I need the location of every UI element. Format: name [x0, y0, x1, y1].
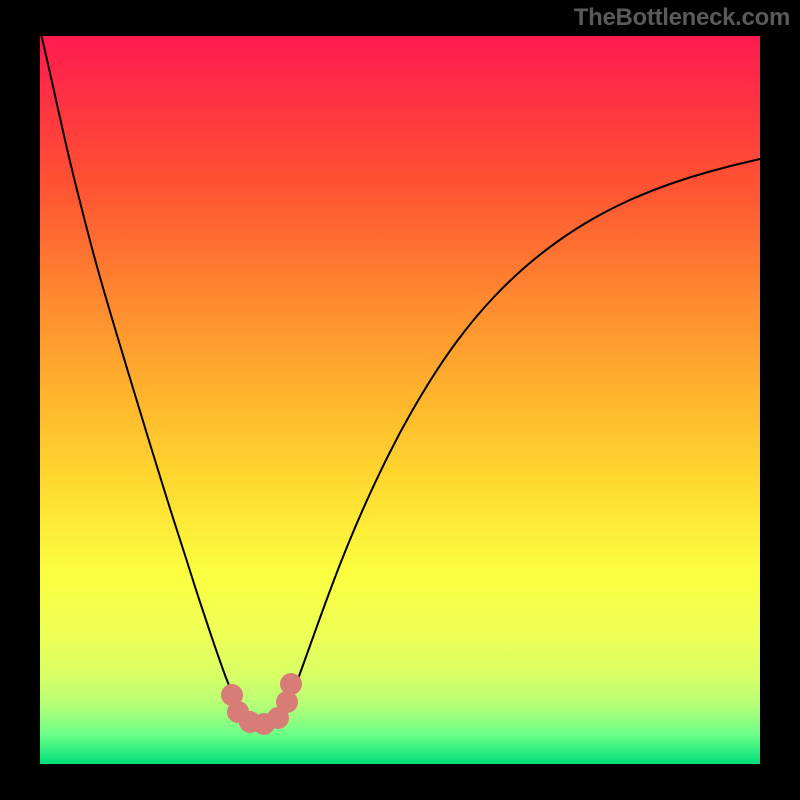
watermark-text: TheBottleneck.com [574, 4, 790, 32]
performance-curve-path [40, 30, 760, 724]
trough-marker [280, 673, 302, 695]
chart-frame: TheBottleneck.com [0, 0, 800, 800]
bottleneck-curve [0, 0, 800, 800]
